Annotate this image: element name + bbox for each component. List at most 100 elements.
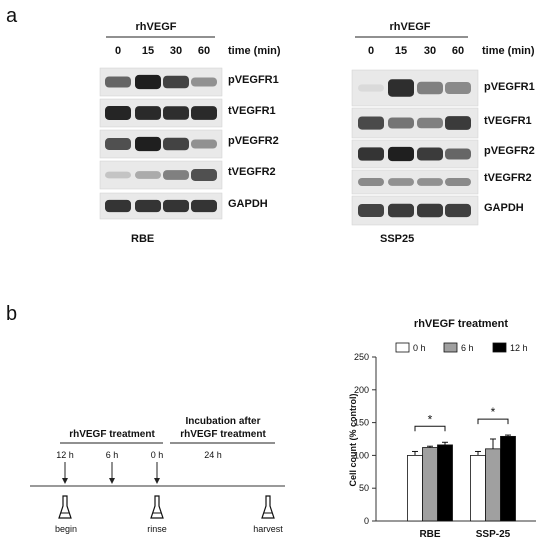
band-ssp25-pvegfr2-lane-2 [388,146,414,162]
panel-b-label: b [6,303,17,325]
band-rbe-pvegfr2-lane-4 [191,139,217,149]
blot-rbe-row-label-pvegfr2: pVEGFR2 [228,135,279,147]
treatment-timeline: rhVEGF treatment Incubation after rhVEGF… [30,416,285,534]
x-category-label: SSP-25 [476,529,511,540]
band-rbe-pvegfr1-lane-3 [163,75,189,89]
blot-ssp25-strips [351,69,479,226]
band-rbe-tvegfr1-lane-3 [163,106,189,120]
flask-icon-begin [58,495,72,519]
timeline-mark-0h: 0 h [151,450,164,460]
band-rbe-tvegfr1-lane-1 [105,106,131,120]
timeline-treatment-header: rhVEGF treatment [69,429,155,440]
band-rbe-tvegfr1-lane-2 [135,106,161,120]
y-tick-label: 0 [364,516,369,526]
band-ssp25-pvegfr2-lane-1 [358,147,384,161]
panel-a-label: a [6,5,18,27]
flask-icon-rinse [150,495,164,519]
band-rbe-gapdh-lane-1 [105,199,131,213]
band-rbe-gapdh-lane-2 [135,199,161,213]
band-ssp25-tvegfr1-lane-2 [388,117,414,129]
bar-rbe-6h [422,447,438,522]
legend-label-0h: 0 h [413,343,426,353]
significance-bracket [477,418,509,425]
bar-ssp-25-6h [485,448,501,522]
band-rbe-tvegfr1-lane-4 [191,106,217,120]
band-rbe-pvegfr1-lane-4 [191,77,217,87]
band-rbe-tvegfr2-lane-2 [135,171,161,179]
blot-rbe: rhVEGF 0 15 30 60 time (min) pVEGFR1 tVE… [99,21,281,245]
band-ssp25-tvegfr2-lane-1 [358,178,384,186]
band-ssp25-tvegfr2-lane-3 [417,178,443,186]
flask-icon-harvest [261,495,275,519]
significance-star: * [491,405,496,419]
band-ssp25-tvegfr2-lane-4 [445,178,471,186]
legend-swatch-0h [395,342,410,353]
blot-ssp25: rhVEGF 0 15 30 60 time (min) pVEGFR1 tVE… [351,21,535,245]
blot-ssp25-time-0: 0 [368,45,374,57]
timeline-arrowhead-6h [109,478,115,484]
timeline-mark-6h: 6 h [106,450,119,460]
significance-star: * [428,412,433,426]
blot-ssp25-row-label-pvegfr1: pVEGFR1 [484,81,535,93]
blot-rbe-time-15: 15 [142,45,154,57]
timeline-arrowhead-0h [154,478,160,484]
band-ssp25-pvegfr2-lane-4 [445,148,471,160]
band-rbe-pvegfr2-lane-2 [135,136,161,152]
band-rbe-gapdh-lane-3 [163,199,189,213]
blot-ssp25-time-60: 60 [452,45,464,57]
band-rbe-tvegfr2-lane-3 [163,170,189,180]
chart-bars: * RBE * SSP-25 [407,405,516,540]
band-ssp25-tvegfr2-lane-2 [388,178,414,186]
blot-ssp25-cell-line: SSP25 [380,233,414,245]
band-rbe-gapdh-lane-4 [191,199,217,213]
band-ssp25-pvegfr1-lane-2 [388,79,414,97]
blot-ssp25-row-label-tvegfr1: tVEGFR1 [484,115,532,127]
band-ssp25-gapdh-lane-2 [388,203,414,218]
blot-rbe-time-30: 30 [170,45,182,57]
blot-rbe-time-label: time (min) [228,45,281,57]
bar-ssp-25-0h [470,454,486,522]
blot-rbe-treatment: rhVEGF [136,21,177,33]
band-ssp25-gapdh-lane-1 [358,204,384,217]
band-rbe-pvegfr2-lane-3 [163,137,189,151]
blot-ssp25-row-label-gapdh: GAPDH [484,202,524,214]
cell-count-chart: rhVEGF treatment Cell count (% control) … [348,318,536,540]
band-ssp25-pvegfr1-lane-3 [417,81,443,95]
y-tick-label: 250 [354,352,369,362]
timeline-event-harvest: harvest [253,524,283,534]
timeline-incubation-header-1: Incubation after [185,416,260,427]
blot-rbe-cell-line: RBE [131,233,154,245]
significance-bracket [414,425,446,432]
chart-legend: 0 h 6 h 12 h [395,342,528,353]
band-rbe-pvegfr2-lane-1 [105,138,131,150]
band-ssp25-gapdh-lane-3 [417,203,443,218]
legend-label-6h: 6 h [461,343,474,353]
blot-rbe-row-label-tvegfr2: tVEGFR2 [228,166,276,178]
timeline-mark-12h: 12 h [56,450,74,460]
blot-ssp25-row-label-tvegfr2: tVEGFR2 [484,172,532,184]
blot-rbe-row-label-tvegfr1: tVEGFR1 [228,105,276,117]
bar-rbe-12h [437,444,453,522]
blot-rbe-strips [99,67,223,220]
legend-swatch-6h [443,342,458,353]
blot-rbe-row-label-gapdh: GAPDH [228,198,268,210]
blot-ssp25-treatment: rhVEGF [390,21,431,33]
bar-rbe-0h [407,454,423,522]
band-ssp25-tvegfr1-lane-3 [417,117,443,129]
blot-ssp25-time-30: 30 [424,45,436,57]
legend-label-12h: 12 h [510,343,528,353]
legend-swatch-12h [492,342,507,353]
timeline-arrowhead-12h [62,478,68,484]
band-ssp25-pvegfr2-lane-3 [417,147,443,161]
blot-rbe-time-60: 60 [198,45,210,57]
band-rbe-tvegfr2-lane-4 [191,169,217,181]
bar-ssp-25-12h [500,435,516,522]
band-ssp25-tvegfr1-lane-4 [445,116,471,130]
timeline-event-rinse: rinse [147,524,167,534]
x-category-label: RBE [419,529,440,540]
y-tick-label: 50 [359,483,369,493]
y-tick-label: 150 [354,418,369,428]
blot-ssp25-time-label: time (min) [482,45,535,57]
y-tick-label: 200 [354,385,369,395]
